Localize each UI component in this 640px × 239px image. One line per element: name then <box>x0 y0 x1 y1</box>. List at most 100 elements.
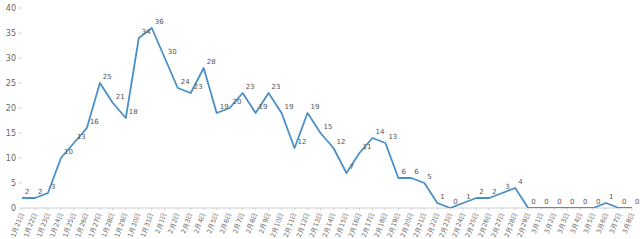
y-tick-label: 0 <box>11 204 16 213</box>
data-label: 18 <box>129 108 138 116</box>
data-label: 1 <box>466 193 470 201</box>
data-label: 0 <box>544 198 548 206</box>
x-tick-label: 3月8日 <box>621 211 636 235</box>
tick-mark <box>125 208 126 210</box>
tick-mark <box>528 208 529 210</box>
tick-mark <box>385 208 386 210</box>
data-label: 5 <box>427 173 431 181</box>
data-label: 23 <box>246 83 255 91</box>
data-label: 11 <box>362 143 371 151</box>
series-line <box>22 28 632 208</box>
data-label: 0 <box>635 198 639 206</box>
data-label: 19 <box>285 103 294 111</box>
tick-mark <box>463 208 464 210</box>
data-label: 2 <box>38 188 42 196</box>
tick-mark <box>19 8 22 9</box>
data-label: 30 <box>168 48 177 56</box>
data-label: 34 <box>142 28 151 36</box>
data-label: 13 <box>77 133 86 141</box>
data-label: 0 <box>583 198 587 206</box>
tick-mark <box>411 208 412 210</box>
data-label: 23 <box>194 83 203 91</box>
data-label: 2 <box>25 188 29 196</box>
tick-mark <box>450 208 451 210</box>
tick-mark <box>242 208 243 210</box>
tick-mark <box>138 208 139 210</box>
tick-mark <box>593 208 594 210</box>
tick-mark <box>112 208 113 210</box>
y-tick-label: 5 <box>11 179 16 188</box>
tick-mark <box>580 208 581 210</box>
tick-mark <box>489 208 490 210</box>
tick-mark <box>437 208 438 210</box>
data-label: 2 <box>479 188 483 196</box>
tick-mark <box>541 208 542 210</box>
data-label: 0 <box>596 198 600 206</box>
data-label: 19 <box>311 103 320 111</box>
data-label: 24 <box>181 78 190 86</box>
data-label: 12 <box>298 138 307 146</box>
tick-mark <box>268 208 269 210</box>
y-tick-label: 15 <box>6 129 16 138</box>
data-label: 16 <box>90 118 99 126</box>
data-label: 14 <box>375 128 384 136</box>
data-label: 1 <box>440 193 444 201</box>
tick-mark <box>307 208 308 210</box>
data-label: 6 <box>414 168 419 176</box>
tick-mark <box>151 208 152 210</box>
tick-mark <box>216 208 217 210</box>
tick-mark <box>73 208 74 210</box>
data-label: 36 <box>155 18 164 26</box>
tick-mark <box>47 208 48 210</box>
tick-mark <box>19 58 22 59</box>
tick-mark <box>34 208 35 210</box>
tick-mark <box>476 208 477 210</box>
data-label: 21 <box>116 93 125 101</box>
data-label: 10 <box>64 148 73 156</box>
tick-mark <box>619 208 620 210</box>
data-label: 0 <box>570 198 574 206</box>
tick-mark <box>567 208 568 210</box>
tick-mark <box>346 208 347 210</box>
data-label: 12 <box>336 138 345 146</box>
y-tick-label: 30 <box>6 54 16 63</box>
tick-mark <box>19 108 22 109</box>
tick-mark <box>190 208 191 210</box>
tick-mark <box>294 208 295 210</box>
tick-mark <box>229 208 230 210</box>
tick-mark <box>164 208 165 210</box>
tick-mark <box>554 208 555 210</box>
chart: 05101520253035401月21日1月22日1月23日1月24日1月25… <box>0 0 640 239</box>
tick-mark <box>398 208 399 210</box>
data-label: 28 <box>207 58 216 66</box>
tick-mark <box>19 133 22 134</box>
tick-mark <box>177 208 178 210</box>
tick-mark <box>515 208 516 210</box>
data-label: 2 <box>492 188 496 196</box>
tick-mark <box>22 208 23 210</box>
tick-mark <box>203 208 204 210</box>
tick-mark <box>333 208 334 210</box>
data-label: 15 <box>324 123 333 131</box>
tick-mark <box>632 208 633 210</box>
data-label: 1 <box>609 193 613 201</box>
tick-mark <box>255 208 256 210</box>
tick-mark <box>19 158 22 159</box>
x-tick-label: 1月31日 <box>139 211 156 239</box>
data-label: 0 <box>557 198 561 206</box>
y-tick-label: 20 <box>6 104 16 113</box>
y-tick-label: 35 <box>6 29 16 38</box>
data-label: 19 <box>220 103 229 111</box>
tick-mark <box>424 208 425 210</box>
tick-mark <box>19 183 22 184</box>
data-label: 0 <box>531 198 535 206</box>
plot-area <box>22 28 632 208</box>
data-label: 0 <box>622 198 626 206</box>
tick-mark <box>372 208 373 210</box>
data-label: 3 <box>505 183 509 191</box>
y-tick-label: 10 <box>6 154 16 163</box>
data-label: 0 <box>453 198 457 206</box>
tick-mark <box>99 208 100 210</box>
tick-mark <box>19 33 22 34</box>
data-label: 25 <box>103 73 112 81</box>
